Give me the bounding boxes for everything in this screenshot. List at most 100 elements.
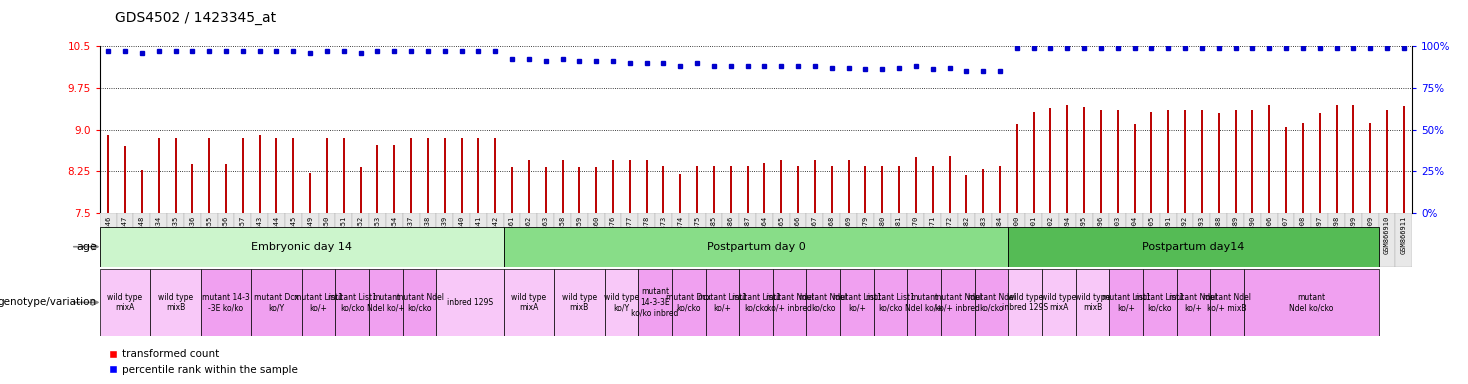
Bar [722, 213, 740, 267]
Bar [655, 213, 672, 267]
Text: mutant Dcx
ko/cko: mutant Dcx ko/cko [666, 293, 711, 312]
Text: mutant Ndel
ko/+ inbred: mutant Ndel ko/+ inbred [934, 293, 982, 312]
Text: GSM866908: GSM866908 [1299, 216, 1307, 254]
Bar [504, 213, 521, 267]
Text: GSM866883: GSM866883 [981, 216, 986, 254]
Text: GSM866901: GSM866901 [1031, 216, 1036, 254]
Bar [959, 213, 975, 267]
Bar [605, 213, 621, 267]
Text: GSM866911: GSM866911 [1400, 216, 1406, 254]
Bar [1092, 213, 1110, 267]
Bar [201, 213, 217, 267]
Bar [1160, 213, 1177, 267]
Text: GSM866892: GSM866892 [1182, 216, 1188, 254]
Bar [857, 213, 873, 267]
Text: GSM866905: GSM866905 [1148, 216, 1154, 254]
Text: GSM866848: GSM866848 [139, 216, 145, 254]
Text: wild type
mixB: wild type mixB [1075, 293, 1110, 312]
Text: Postpartum day14: Postpartum day14 [1142, 242, 1245, 252]
Bar [269, 213, 285, 267]
Bar [116, 213, 134, 267]
Bar [217, 213, 235, 267]
Bar [1243, 269, 1378, 336]
Text: Postpartum day 0: Postpartum day 0 [706, 242, 806, 252]
Text: GSM866899: GSM866899 [1351, 216, 1356, 254]
Bar [672, 213, 688, 267]
Bar [184, 213, 201, 267]
Text: GSM866853: GSM866853 [374, 216, 380, 254]
Text: mutant Ndel
ko/+ inbred: mutant Ndel ko/+ inbred [766, 293, 813, 312]
Bar [975, 213, 991, 267]
Bar [436, 269, 504, 336]
Bar [352, 213, 368, 267]
Bar [1126, 213, 1144, 267]
Bar [1110, 213, 1126, 267]
Bar [840, 269, 873, 336]
Text: Embryonic day 14: Embryonic day 14 [251, 242, 352, 252]
Text: GSM866854: GSM866854 [392, 216, 398, 254]
Bar [621, 213, 639, 267]
Text: age: age [76, 242, 97, 252]
Bar [302, 269, 335, 336]
Bar [790, 213, 806, 267]
Text: GSM866880: GSM866880 [879, 216, 885, 254]
Bar [605, 269, 639, 336]
Text: GSM866881: GSM866881 [895, 216, 901, 254]
Bar [907, 269, 941, 336]
Text: mutant
Ndel ko/+: mutant Ndel ko/+ [906, 293, 942, 312]
Text: GSM866850: GSM866850 [324, 216, 330, 254]
Text: GSM866897: GSM866897 [1317, 216, 1323, 254]
Text: mutant
Ndel ko/+: mutant Ndel ko/+ [367, 293, 405, 312]
Bar [1177, 269, 1210, 336]
Text: inbred 129S: inbred 129S [446, 298, 493, 307]
Bar [1396, 213, 1412, 267]
Text: wild type
mixA: wild type mixA [1041, 293, 1076, 312]
Text: GSM866859: GSM866859 [577, 216, 583, 254]
Bar [891, 213, 907, 267]
Bar [740, 213, 756, 267]
Bar [1227, 213, 1243, 267]
Text: GSM866875: GSM866875 [694, 216, 700, 254]
Text: GSM866900: GSM866900 [1014, 216, 1020, 254]
Text: wild type
mixB: wild type mixB [562, 293, 597, 312]
Text: mutant List1
ko/+: mutant List1 ko/+ [832, 293, 881, 312]
Text: GSM866887: GSM866887 [744, 216, 750, 254]
Bar [302, 213, 319, 267]
Text: mutant Ndel
ko/+: mutant Ndel ko/+ [1170, 293, 1217, 312]
Text: GSM866836: GSM866836 [189, 216, 195, 254]
Text: GSM866849: GSM866849 [307, 216, 313, 254]
Text: mutant Ndel
ko/cko: mutant Ndel ko/cko [967, 293, 1016, 312]
Text: GSM866856: GSM866856 [223, 216, 229, 254]
Bar [1311, 213, 1329, 267]
Bar [420, 213, 436, 267]
Bar [941, 269, 975, 336]
Text: GSM866873: GSM866873 [661, 216, 666, 254]
Bar [756, 213, 772, 267]
Bar [402, 213, 420, 267]
Bar [571, 213, 587, 267]
Bar [1329, 213, 1345, 267]
Text: GSM866893: GSM866893 [1199, 216, 1205, 254]
Bar [368, 269, 402, 336]
Text: GDS4502 / 1423345_at: GDS4502 / 1423345_at [115, 11, 276, 25]
Bar [319, 213, 335, 267]
Text: GSM866889: GSM866889 [1233, 216, 1239, 254]
Bar [1345, 213, 1362, 267]
Text: GSM866906: GSM866906 [1267, 216, 1273, 254]
Bar [134, 213, 150, 267]
Bar [639, 213, 655, 267]
Text: mutant List1
ko/+: mutant List1 ko/+ [294, 293, 344, 312]
Bar [1177, 213, 1193, 267]
Bar [100, 269, 150, 336]
Bar [537, 213, 553, 267]
Text: GSM866843: GSM866843 [257, 216, 263, 254]
Text: GSM866910: GSM866910 [1384, 216, 1390, 254]
Text: GSM866882: GSM866882 [963, 216, 969, 254]
Bar [368, 213, 386, 267]
Text: GSM866837: GSM866837 [408, 216, 414, 254]
Bar [1076, 269, 1110, 336]
Bar [167, 213, 184, 267]
Text: mutant Ndel
ko/cko: mutant Ndel ko/cko [799, 293, 847, 312]
Bar [487, 213, 504, 267]
Text: GSM866896: GSM866896 [1098, 216, 1104, 254]
